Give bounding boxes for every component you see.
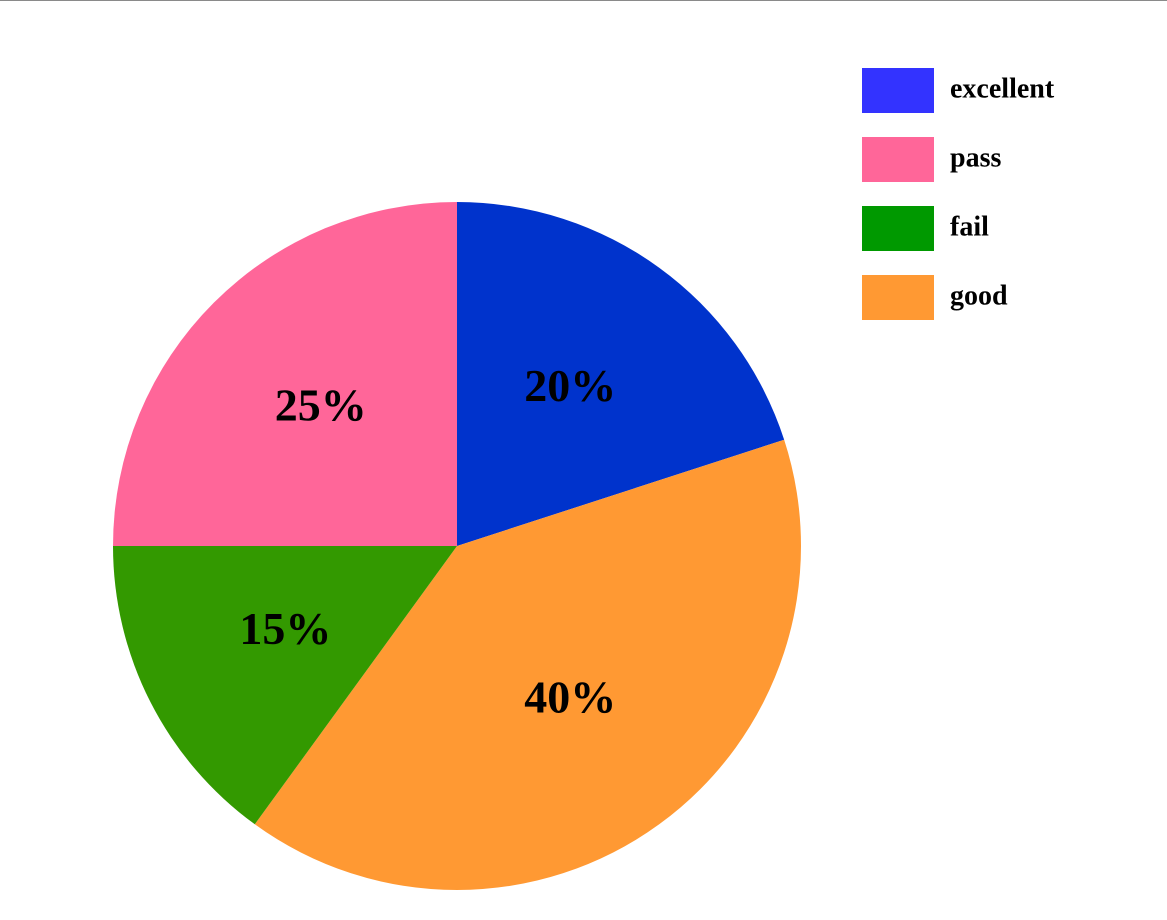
legend-swatch-excellent <box>862 68 934 113</box>
pie-slice-pass <box>113 202 457 546</box>
pie-slice-fail <box>113 546 457 825</box>
legend-swatch-pass <box>862 137 934 182</box>
slice-label-excellent: 20% <box>524 360 616 411</box>
pie-slice-excellent <box>457 202 785 546</box>
pie-labels: 20% 40% 15% 25% <box>239 360 616 723</box>
slice-label-fail: 15% <box>239 603 331 654</box>
pie-slices <box>113 202 801 890</box>
pie-slice-good <box>254 439 801 890</box>
legend-label-excellent: excellent <box>950 73 1055 104</box>
top-border-line <box>0 0 1167 1</box>
slice-label-pass: 25% <box>275 379 367 430</box>
legend-label-pass: pass <box>950 142 1001 173</box>
legend: excellent pass fail good <box>862 68 1055 320</box>
legend-swatch-good <box>862 275 934 320</box>
legend-label-good: good <box>950 280 1008 311</box>
slice-label-good: 40% <box>524 671 616 722</box>
legend-label-fail: fail <box>950 211 989 242</box>
legend-swatch-fail <box>862 206 934 251</box>
